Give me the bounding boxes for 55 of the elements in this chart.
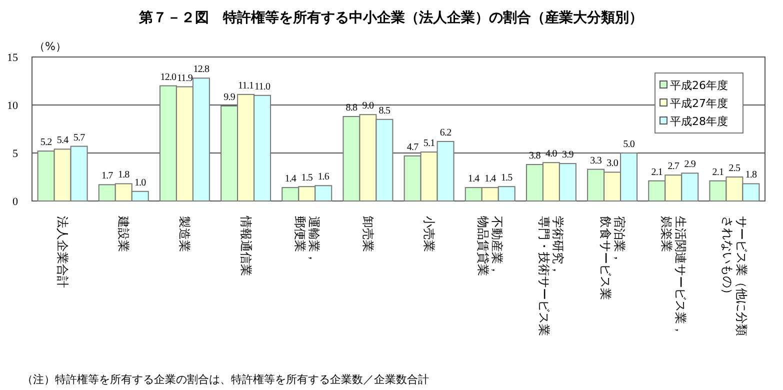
- data-label: 2.1: [712, 166, 724, 178]
- data-label: 3.8: [529, 150, 541, 162]
- data-label: 2.5: [728, 163, 740, 174]
- data-label: 2.7: [668, 161, 680, 172]
- data-label: 8.5: [378, 105, 390, 116]
- data-label: 1.5: [301, 172, 313, 184]
- text: （注）特許権等を所有する企業の割合は、特許権等を所有する企業数／企業数合計: [22, 373, 429, 386]
- data-label: 1.8: [745, 170, 757, 181]
- data-label: 3.3: [590, 155, 602, 166]
- y-tick-label: 10: [7, 100, 18, 112]
- data-label: 11.1: [238, 80, 254, 92]
- data-label: 11.0: [254, 81, 270, 92]
- data-label: 1.8: [118, 170, 130, 181]
- data-label: 9.9: [224, 92, 236, 103]
- x-tick-label: 小売業: [422, 216, 436, 252]
- legend-label: 平成26年度: [670, 79, 728, 92]
- x-tick-label: 卸売業: [360, 216, 375, 252]
- y-axis-title: （%）: [34, 40, 66, 53]
- data-label: 1.6: [318, 172, 330, 183]
- legend-label: 平成28年度: [670, 115, 728, 128]
- y-tick-label: 0: [12, 196, 18, 208]
- data-label: 1.7: [101, 170, 114, 182]
- x-tick-label: 製造業: [178, 216, 192, 252]
- x-tick-label: 宿泊業，飲食サービス業: [598, 216, 626, 300]
- data-label: 1.4: [284, 174, 296, 185]
- x-tick-label: 不動産業，物品賃貸業: [476, 216, 504, 276]
- data-label: 3.0: [606, 158, 618, 170]
- data-label: 1.4: [484, 174, 496, 185]
- x-tick-label: サービス業（他に分類されないもの）: [720, 216, 748, 336]
- data-label: 8.8: [346, 102, 358, 114]
- data-label: 6.2: [440, 127, 452, 138]
- data-label: 2.9: [684, 159, 696, 170]
- y-tick-label: 5: [12, 148, 18, 160]
- data-label: 2.1: [651, 166, 663, 178]
- x-tick-label: 運輸業，郵便業: [292, 216, 321, 264]
- data-label: 5.0: [623, 139, 635, 150]
- data-label: 5.2: [40, 137, 52, 148]
- data-label: 5.1: [423, 138, 436, 150]
- data-label: 1.5: [500, 172, 513, 184]
- data-label: 1.0: [134, 177, 146, 188]
- data-label: 11.9: [176, 72, 193, 84]
- data-label: 1.4: [468, 174, 480, 185]
- data-label: 12.0: [160, 72, 177, 83]
- y-tick-label: 15: [7, 52, 18, 64]
- data-label: 12.8: [193, 64, 210, 76]
- x-tick-label: 情報通信業: [238, 215, 253, 276]
- x-tick-label: 建設業: [116, 215, 131, 252]
- data-label: 5.4: [56, 135, 69, 146]
- chart-title: 第７－２図 特許権等を所有する中小企業（法人企業）の割合（産業大分類別）: [138, 9, 643, 26]
- data-label: 4.7: [406, 142, 419, 153]
- data-label: 5.7: [73, 132, 86, 144]
- x-tick-label: 学術研究，専門・技術サービス業: [537, 216, 566, 336]
- x-tick-label: 法人企業合計: [56, 216, 70, 288]
- x-tick-label: 生活関連サービス業，娯楽業: [659, 216, 688, 336]
- legend-label: 平成27年度: [670, 97, 728, 110]
